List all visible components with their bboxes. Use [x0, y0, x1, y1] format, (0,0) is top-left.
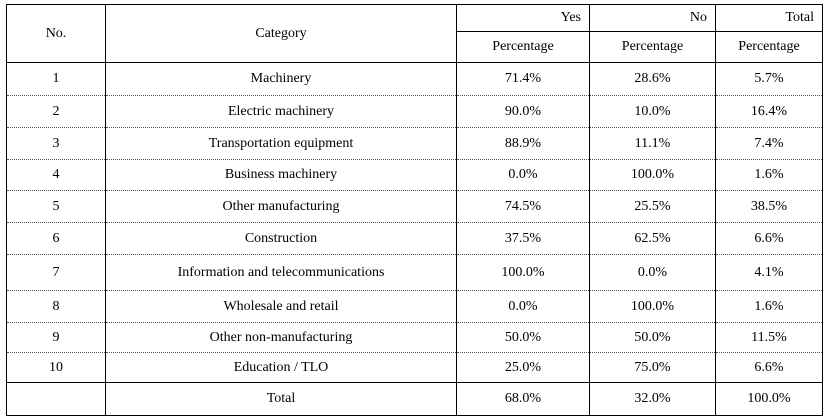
row-number: 8 — [6, 290, 106, 323]
row-number: 1 — [6, 62, 106, 96]
row-yes-percentage: 90.0% — [456, 95, 590, 128]
row-no-percentage: 100.0% — [589, 159, 716, 191]
row-number: 7 — [6, 254, 106, 291]
table-row: 8 Wholesale and retail 0.0% 100.0% 1.6% — [6, 290, 823, 323]
row-number: 3 — [6, 127, 106, 160]
row-total-percentage: 7.4% — [715, 127, 823, 160]
row-total-percentage: 5.7% — [715, 62, 823, 96]
row-category: Transportation equipment — [105, 127, 457, 160]
total-row: Total 68.0% 32.0% 100.0% — [6, 382, 823, 416]
row-category: Construction — [105, 222, 457, 255]
table-row: 1 Machinery 71.4% 28.6% 5.7% — [6, 62, 823, 96]
header-row-sub: Percentage Percentage Percentage — [7, 31, 823, 63]
row-number: 9 — [6, 322, 106, 353]
row-category: Education / TLO — [105, 352, 457, 383]
row-no-percentage: 10.0% — [589, 95, 716, 128]
total-total: 100.0% — [715, 382, 823, 416]
table-row: 6 Construction 37.5% 62.5% 6.6% — [6, 222, 823, 255]
row-no-percentage: 50.0% — [589, 322, 716, 353]
row-no-percentage: 100.0% — [589, 290, 716, 323]
row-yes-percentage: 0.0% — [456, 159, 590, 191]
header-row-groups: No. Category Yes No Total — [6, 4, 823, 63]
header-yes: Yes — [456, 4, 590, 32]
row-total-percentage: 4.1% — [715, 254, 823, 291]
total-label: Total — [105, 382, 457, 416]
row-no-percentage: 28.6% — [589, 62, 716, 96]
row-yes-percentage: 0.0% — [456, 290, 590, 323]
table-row: 4 Business machinery 0.0% 100.0% 1.6% — [6, 159, 823, 191]
row-yes-percentage: 74.5% — [456, 190, 590, 223]
total-yes: 68.0% — [456, 382, 590, 416]
header-no-group: No — [589, 4, 716, 32]
table-row: 2 Electric machinery 90.0% 10.0% 16.4% — [6, 95, 823, 128]
row-number: 6 — [6, 222, 106, 255]
row-total-percentage: 6.6% — [715, 352, 823, 383]
row-total-percentage: 16.4% — [715, 95, 823, 128]
row-category: Business machinery — [105, 159, 457, 191]
row-total-percentage: 1.6% — [715, 290, 823, 323]
row-total-percentage: 6.6% — [715, 222, 823, 255]
table-row: 10 Education / TLO 25.0% 75.0% 6.6% — [6, 352, 823, 383]
row-total-percentage: 1.6% — [715, 159, 823, 191]
row-no-percentage: 0.0% — [589, 254, 716, 291]
row-category: Machinery — [105, 62, 457, 96]
total-no: 32.0% — [589, 382, 716, 416]
row-category: Information and telecommunications — [105, 254, 457, 291]
row-number: 5 — [6, 190, 106, 223]
row-category: Other manufacturing — [105, 190, 457, 223]
header-total: Total — [715, 4, 823, 32]
header-no: No. — [6, 4, 106, 63]
table-row: 9 Other non-manufacturing 50.0% 50.0% 11.5% — [6, 322, 823, 353]
total-no-cell — [6, 382, 106, 416]
row-number: 2 — [6, 95, 106, 128]
header-yes-percentage: Percentage — [456, 31, 590, 63]
row-yes-percentage: 25.0% — [456, 352, 590, 383]
row-yes-percentage: 37.5% — [456, 222, 590, 255]
header-no-percentage: Percentage — [589, 31, 716, 63]
row-no-percentage: 11.1% — [589, 127, 716, 160]
row-number: 4 — [6, 159, 106, 191]
row-yes-percentage: 71.4% — [456, 62, 590, 96]
header-category: Category — [105, 4, 457, 63]
row-number: 10 — [6, 352, 106, 383]
table-row: 7 Information and telecommunications 100.0… — [6, 254, 823, 291]
table-row: 3 Transportation equipment 88.9% 11.1% 7.4% — [6, 127, 823, 160]
row-yes-percentage: 50.0% — [456, 322, 590, 353]
row-total-percentage: 11.5% — [715, 322, 823, 353]
row-yes-percentage: 88.9% — [456, 127, 590, 160]
table-row: 5 Other manufacturing 74.5% 25.5% 38.5% — [6, 190, 823, 223]
survey-table: No. Category Yes No Total Percentage Per… — [6, 4, 823, 416]
row-no-percentage: 75.0% — [589, 352, 716, 383]
row-no-percentage: 25.5% — [589, 190, 716, 223]
row-category: Electric machinery — [105, 95, 457, 128]
row-category: Other non-manufacturing — [105, 322, 457, 353]
header-total-percentage: Percentage — [715, 31, 823, 63]
row-no-percentage: 62.5% — [589, 222, 716, 255]
row-category: Wholesale and retail — [105, 290, 457, 323]
row-total-percentage: 38.5% — [715, 190, 823, 223]
row-yes-percentage: 100.0% — [456, 254, 590, 291]
